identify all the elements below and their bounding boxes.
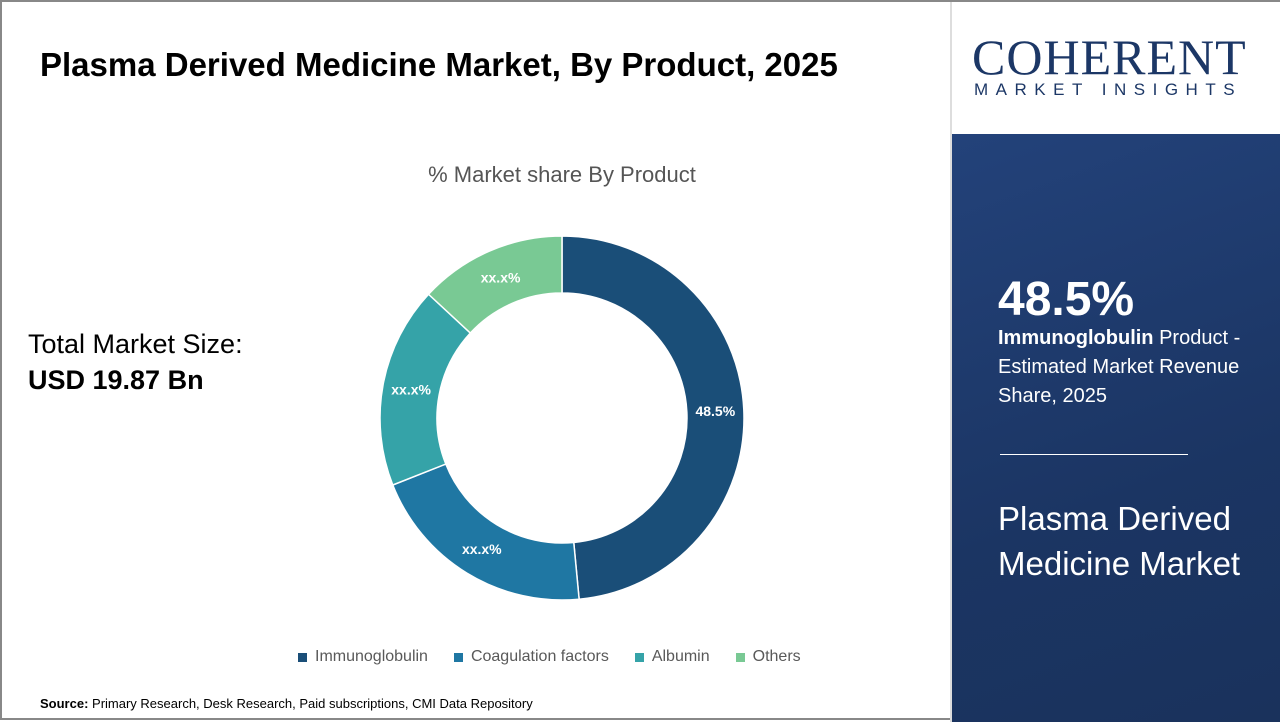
legend-swatch (634, 652, 644, 662)
slice-coagulation-factors (391, 463, 580, 601)
source-label: Source: (40, 696, 89, 711)
legend-item: Immunoglobulin (298, 648, 428, 666)
donut-chart: 48.5% xx.x% xx.x% xx.x% (379, 235, 745, 601)
data-label: xx.x% (391, 382, 431, 398)
total-value: USD 19.87 Bn (28, 365, 204, 395)
data-label: 48.5% (695, 403, 735, 419)
slice-others (427, 235, 563, 335)
highlight-segment: Immunoglobulin (998, 327, 1154, 349)
legend-label: Albumin (651, 648, 710, 665)
legend-swatch (735, 652, 745, 662)
logo-tagline: MARKET INSIGHTS (974, 80, 1243, 99)
panel-divider (1000, 454, 1188, 455)
logo-name: COHERENT (972, 29, 1247, 85)
legend-item: Coagulation factors (453, 648, 609, 666)
legend-label: Immunoglobulin (315, 648, 428, 665)
highlight-panel: 48.5% Immunoglobulin Product - Estimated… (952, 134, 1280, 722)
legend-label: Coagulation factors (470, 648, 609, 665)
highlight-desc-text: Product - Estimated Market Revenue Share… (998, 327, 1241, 407)
data-label: xx.x% (462, 541, 502, 557)
total-label: Total Market Size: (28, 329, 243, 359)
legend-label: Others (752, 648, 801, 665)
source-note: Source: Primary Research, Desk Research,… (40, 696, 533, 711)
slice-immunoglobulin (561, 235, 745, 601)
legend-swatch (453, 652, 463, 662)
highlight-percent: 48.5% (998, 273, 1135, 326)
source-text: Primary Research, Desk Research, Paid su… (88, 696, 533, 711)
data-label: xx.x% (481, 269, 521, 285)
market-name: Plasma Derived Medicine Market (998, 500, 1241, 582)
legend: Immunoglobulin Coagulation factors Albumin… (298, 648, 801, 666)
legend-swatch (298, 652, 307, 662)
total-market-size: Total Market Size: USD 19.87 Bn (28, 326, 243, 398)
chart-title: % Market share By Product (428, 162, 696, 187)
legend-item: Albumin (634, 648, 710, 666)
legend-item: Others (735, 648, 801, 666)
logo: COHERENT MARKET INSIGHTS (952, 2, 1280, 134)
highlight-description: Immunoglobulin Product - Estimated Marke… (998, 324, 1258, 411)
page-title: Plasma Derived Medicine Market, By Produ… (40, 46, 838, 83)
divider (950, 2, 952, 722)
